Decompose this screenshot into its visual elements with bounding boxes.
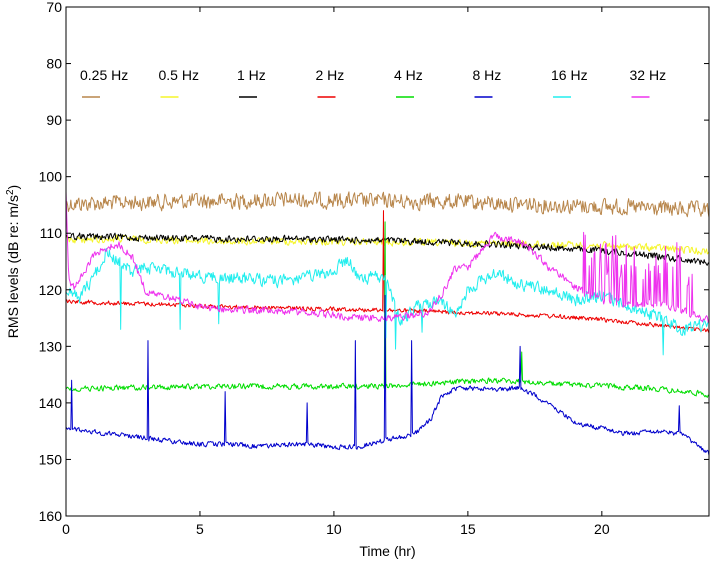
y-tick-label: 160: [39, 508, 63, 524]
y-axis-title-end: ): [5, 185, 21, 190]
x-tick-label: 0: [62, 521, 70, 537]
series-line-2-hz: [65, 210, 710, 334]
legend-entry: 2 Hz: [316, 67, 345, 98]
legend-label: 0.5 Hz: [159, 67, 199, 83]
y-axis-title: RMS levels (dB re: m/s2): [5, 185, 21, 338]
legend-label: 32 Hz: [630, 67, 667, 83]
legend-label: 4 Hz: [394, 67, 423, 83]
x-tick-label: 20: [594, 521, 610, 537]
y-tick-label: 80: [46, 56, 62, 72]
y-tick-label: 120: [39, 282, 63, 298]
x-tick-label: 10: [326, 521, 342, 537]
legend-entry: 0.25 Hz: [80, 67, 128, 98]
legend-label: 16 Hz: [551, 67, 588, 83]
legend-entry: 16 Hz: [551, 67, 588, 98]
series-line-16-hz: [65, 247, 710, 356]
y-axis-title-exponent: 2: [5, 189, 16, 195]
series-line-8-hz: [65, 294, 710, 456]
y-tick-label: 110: [40, 225, 63, 241]
legend-entry: 1 Hz: [237, 67, 266, 98]
y-tick-label: 70: [46, 0, 62, 15]
y-tick-label: 100: [39, 169, 63, 185]
legend-entry: 4 Hz: [394, 67, 423, 98]
series-layer: [65, 191, 710, 456]
legend-label: 8 Hz: [473, 67, 502, 83]
y-tick-label: 140: [39, 395, 63, 411]
legend: 0.25 Hz 0.5 Hz 1 Hz 2 Hz 4 Hz 8 Hz 16 Hz 32 Hz: [80, 67, 667, 98]
series-line-32-hz: [65, 191, 710, 323]
series-line-1-hz: [65, 232, 710, 266]
x-tick-label: 5: [196, 521, 204, 537]
y-tick-label: 150: [39, 451, 63, 467]
legend-label: 0.25 Hz: [80, 67, 128, 83]
series-line-0-25-hz: [65, 191, 710, 218]
legend-entry: 32 Hz: [630, 67, 667, 98]
legend-label: 1 Hz: [237, 67, 266, 83]
series-line-4-hz: [65, 221, 710, 398]
legend-label: 2 Hz: [316, 67, 345, 83]
legend-entry: 8 Hz: [473, 67, 502, 98]
legend-entry: 0.5 Hz: [159, 67, 199, 98]
x-tick-label: 15: [460, 521, 476, 537]
y-axis-title-main: RMS levels (dB re: m/s: [5, 195, 21, 338]
x-axis-title: Time (hr): [359, 543, 415, 559]
plot-frame: [65, 6, 710, 517]
y-tick-label: 130: [39, 338, 63, 354]
y-tick-label: 90: [46, 112, 62, 128]
